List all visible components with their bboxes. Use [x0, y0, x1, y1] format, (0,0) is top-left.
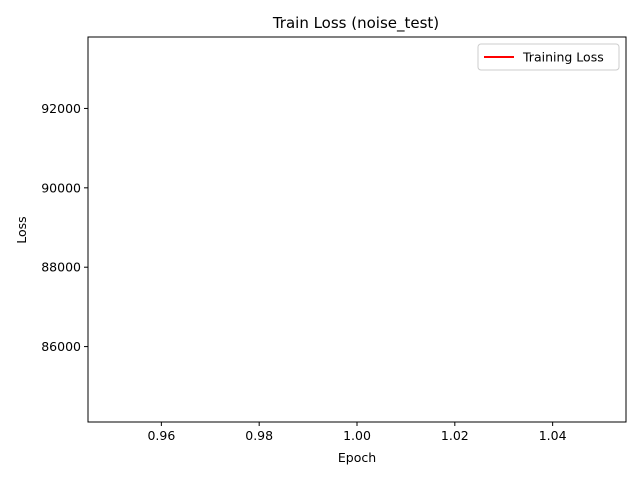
x-axis-label: Epoch: [338, 450, 376, 465]
x-tick-label: 1.00: [343, 428, 371, 443]
x-tick-label: 1.02: [441, 428, 469, 443]
x-tick-label: 0.96: [147, 428, 175, 443]
legend: Training Loss: [477, 43, 620, 71]
chart-title: Train Loss (noise_test): [272, 14, 439, 33]
x-tick-label: 1.04: [539, 428, 567, 443]
y-tick-label: 90000: [41, 180, 81, 195]
x-axis-ticks: 0.96 0.98 1.00 1.02 1.04: [147, 422, 567, 443]
x-tick-label: 0.98: [245, 428, 273, 443]
plot-area: [87, 36, 627, 423]
y-tick-label: 88000: [41, 260, 81, 275]
y-tick-label: 92000: [41, 101, 81, 116]
legend-box: [477, 43, 620, 71]
y-tick-label: 86000: [41, 339, 81, 354]
y-axis-label: Loss: [14, 216, 29, 243]
legend-label-training-loss: Training Loss: [522, 50, 604, 65]
y-axis-ticks: 86000 88000 90000 92000: [41, 101, 88, 354]
